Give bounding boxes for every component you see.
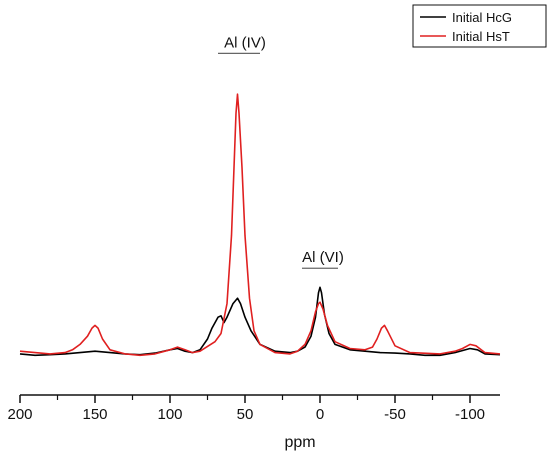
x-tick-label-100: 100 [157,406,182,423]
x-tick-label--100: -100 [455,406,485,423]
legend-box [412,4,547,48]
annotation-label-1: Al (VI) [302,249,344,266]
x-tick-label--50: -50 [384,406,406,423]
x-axis-label: ppm [284,434,315,451]
x-tick-label-200: 200 [7,406,32,423]
x-tick-label-50: 50 [237,406,254,423]
legend: Initial HcG Initial HsT [412,4,547,48]
legend-label-initial-hcg: Initial HcG [452,10,512,25]
series-layer [19,93,501,357]
x-tick-label-150: 150 [82,406,107,423]
x-tick-label-0: 0 [316,406,324,423]
annotation-label-0: Al (IV) [224,34,266,51]
legend-label-initial-hst: Initial HsT [452,29,510,44]
annotation-layer: Al (IV) Al (VI) [218,34,344,269]
series-line-initial-hst [19,93,501,357]
x-axis-ticks: 200 150 100 50 0 -50 -100 [7,395,485,423]
